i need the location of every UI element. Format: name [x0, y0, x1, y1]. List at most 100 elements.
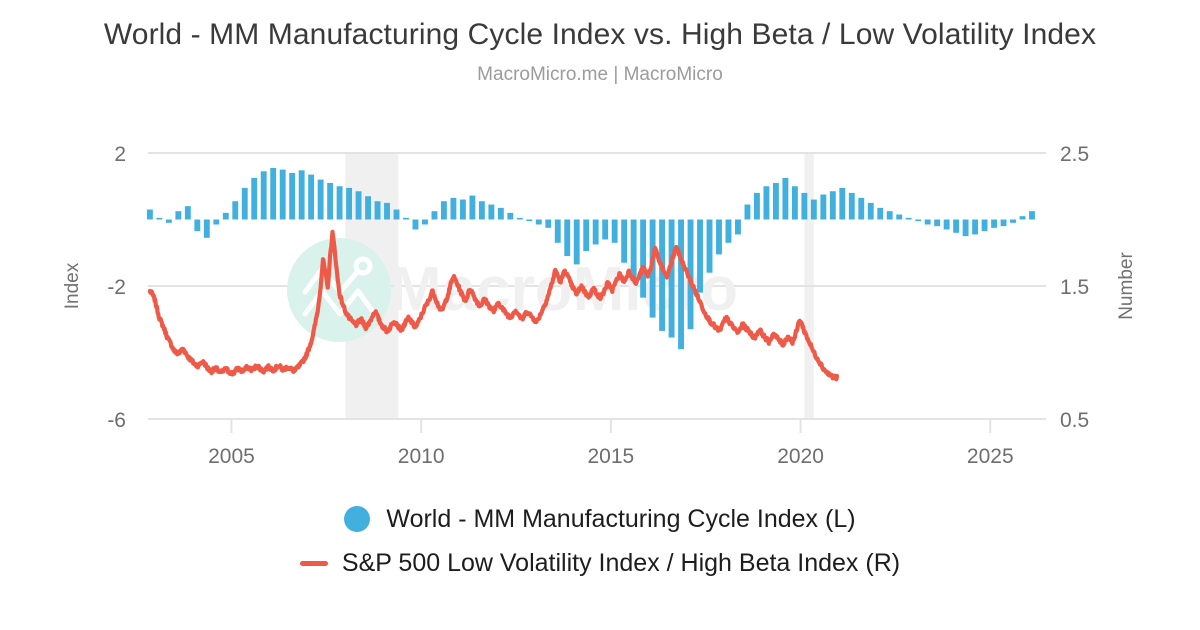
- bar-manufacturing-cycle-index: [1000, 219, 1007, 227]
- legend-label: S&P 500 Low Volatility Index / High Beta…: [341, 548, 901, 577]
- chart-legend: World - MM Manufacturing Cycle Index (L)…: [0, 497, 1200, 585]
- bar-manufacturing-cycle-index: [384, 202, 390, 220]
- macromicro-logo-m-icon: [302, 288, 376, 317]
- bar-manufacturing-cycle-index: [573, 219, 580, 265]
- y-axis-right-tick-label: 2.5: [1060, 143, 1089, 166]
- bar-manufacturing-cycle-index: [772, 182, 779, 220]
- bar-manufacturing-cycle-index: [308, 174, 315, 220]
- bar-manufacturing-cycle-index: [905, 217, 912, 220]
- bar-manufacturing-cycle-index: [735, 219, 741, 235]
- bar-manufacturing-cycle-index: [279, 169, 286, 220]
- bar-manufacturing-cycle-index: [829, 191, 836, 220]
- bar-manufacturing-cycle-index: [403, 217, 409, 220]
- bar-manufacturing-cycle-index: [298, 170, 305, 220]
- bar-manufacturing-cycle-index: [602, 219, 609, 240]
- bar-manufacturing-cycle-index: [924, 219, 931, 225]
- bar-manufacturing-cycle-index: [611, 219, 618, 243]
- x-axis-group: 2005 2010 2015 2020 2025: [208, 419, 1014, 468]
- bar-manufacturing-cycle-index: [450, 197, 457, 220]
- bar-manufacturing-cycle-index: [886, 211, 893, 220]
- bar-manufacturing-cycle-index: [943, 219, 950, 230]
- bar-manufacturing-cycle-index: [270, 167, 277, 220]
- page-title: World - MM Manufacturing Cycle Index vs.…: [103, 18, 1097, 51]
- y-axis-right-tick-label: 0.5: [1060, 409, 1089, 432]
- bar-manufacturing-cycle-index: [1010, 219, 1016, 223]
- legend-item-low-vol-high-beta[interactable]: S&P 500 Low Volatility Index / High Beta…: [0, 541, 1200, 585]
- bar-manufacturing-cycle-index: [820, 194, 827, 220]
- bar-manufacturing-cycle-index: [251, 177, 258, 220]
- bar-manufacturing-cycle-index: [497, 207, 504, 220]
- bar-manufacturing-cycle-index: [516, 217, 523, 220]
- x-axis-tick-label: 2005: [208, 445, 255, 468]
- legend-line-marker-icon: [299, 560, 328, 566]
- bar-manufacturing-cycle-index: [915, 219, 922, 222]
- bar-manufacturing-cycle-index: [659, 219, 666, 331]
- y-axis-right-tick-label: 1.5: [1060, 276, 1089, 299]
- bar-manufacturing-cycle-index: [1019, 216, 1026, 220]
- chart-subtitle: MacroMicro.me | MacroMicro: [477, 64, 723, 85]
- bar-manufacturing-cycle-index: [440, 201, 447, 220]
- bar-manufacturing-cycle-index: [459, 199, 466, 220]
- macromicro-logo-dot-icon: [353, 256, 373, 276]
- bar-manufacturing-cycle-index: [213, 219, 220, 225]
- bar-manufacturing-cycle-index: [621, 219, 628, 263]
- x-axis-tick-label: 2020: [777, 445, 824, 468]
- line-series-group: [147, 229, 840, 382]
- bar-manufacturing-cycle-index: [972, 219, 979, 235]
- y-axis-left-tick-label: -2: [107, 276, 126, 299]
- bar-manufacturing-cycle-index: [478, 201, 485, 220]
- bar-manufacturing-cycle-index: [839, 187, 846, 220]
- bar-series-group: [146, 167, 1035, 350]
- y-axis-left-tick-label: 2: [114, 143, 126, 166]
- bar-manufacturing-cycle-index: [962, 219, 969, 237]
- bar-manufacturing-cycle-index: [763, 186, 770, 220]
- title-block: World - MM Manufacturing Cycle Index vs.…: [0, 0, 1200, 86]
- y-axis-right-group: 2.5 1.5 0.5 Number: [1032, 143, 1137, 432]
- legend-item-manufacturing-cycle-index[interactable]: World - MM Manufacturing Cycle Index (L): [0, 497, 1200, 541]
- bar-manufacturing-cycle-index: [678, 219, 684, 350]
- bar-manufacturing-cycle-index: [412, 219, 419, 230]
- bar-manufacturing-cycle-index: [782, 177, 789, 220]
- bar-manufacturing-cycle-index: [753, 192, 760, 220]
- bar-manufacturing-cycle-index: [867, 202, 874, 220]
- bar-manufacturing-cycle-index: [564, 219, 571, 257]
- bar-manufacturing-cycle-index: [194, 219, 201, 232]
- bar-manufacturing-cycle-index: [554, 219, 561, 243]
- bar-manufacturing-cycle-index: [241, 187, 248, 220]
- bar-manufacturing-cycle-index: [374, 201, 381, 220]
- bar-manufacturing-cycle-index: [848, 192, 855, 220]
- bar-manufacturing-cycle-index: [791, 186, 798, 220]
- bar-manufacturing-cycle-index: [535, 219, 542, 225]
- bar-manufacturing-cycle-index: [260, 171, 267, 220]
- bar-manufacturing-cycle-index: [630, 219, 637, 282]
- bar-manufacturing-cycle-index: [146, 209, 153, 220]
- bar-manufacturing-cycle-index: [393, 209, 400, 220]
- line-low-vol-high-beta-ratio: [147, 229, 840, 382]
- bar-manufacturing-cycle-index: [355, 191, 362, 220]
- bar-manufacturing-cycle-index: [981, 219, 988, 232]
- bar-manufacturing-cycle-index: [592, 219, 599, 245]
- x-axis-tick-label: 2010: [398, 445, 445, 468]
- bar-manufacturing-cycle-index: [697, 219, 703, 293]
- bar-manufacturing-cycle-index: [991, 219, 998, 228]
- macromicro-logo-zigzag-icon: [302, 266, 361, 295]
- bar-manufacturing-cycle-index: [469, 195, 476, 220]
- bar-manufacturing-cycle-index: [687, 219, 694, 330]
- bar-manufacturing-cycle-index: [668, 219, 675, 338]
- bar-manufacturing-cycle-index: [232, 201, 239, 220]
- y-axis-left-tick-label: -6: [107, 409, 126, 432]
- bar-manufacturing-cycle-index: [583, 219, 590, 252]
- bar-manufacturing-cycle-index: [934, 219, 941, 227]
- x-axis-tick-label: 2015: [588, 445, 635, 468]
- legend-dot-marker-icon: [344, 506, 371, 532]
- bar-manufacturing-cycle-index: [545, 219, 552, 228]
- bar-manufacturing-cycle-index: [156, 217, 163, 220]
- bar-manufacturing-cycle-index: [716, 219, 722, 255]
- bar-manufacturing-cycle-index: [422, 219, 428, 225]
- bar-manufacturing-cycle-index: [507, 212, 514, 220]
- bar-manufacturing-cycle-index: [810, 199, 817, 220]
- bar-manufacturing-cycle-index: [165, 219, 172, 223]
- bar-manufacturing-cycle-index: [184, 206, 191, 220]
